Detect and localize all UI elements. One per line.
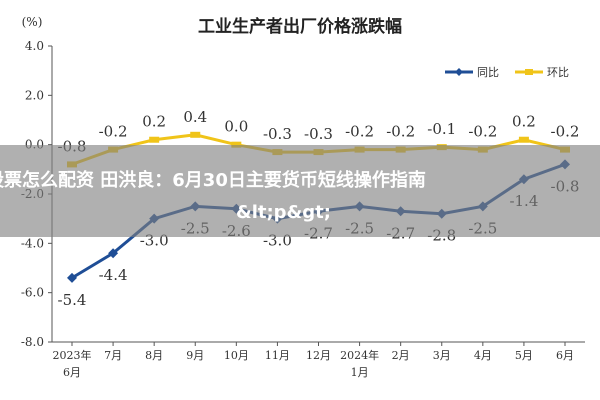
- overlay-snippet: &lt;p&gt;: [236, 202, 331, 223]
- data-point: [190, 131, 201, 138]
- x-tick-label: 8月: [145, 349, 163, 362]
- x-tick-label: 6月: [556, 349, 574, 362]
- data-label: 0.2: [512, 113, 536, 131]
- x-tick-label: 2024年: [340, 348, 379, 362]
- x-tick-label: 2月: [392, 349, 410, 362]
- x-tick-label: 10月: [224, 349, 249, 362]
- chart-title: 工业生产者出厂价格涨跌幅: [198, 16, 402, 37]
- x-tick-label: 12月: [306, 349, 331, 362]
- data-label: 0.0: [224, 118, 248, 136]
- y-tick-label: 4.0: [25, 39, 44, 53]
- data-label: -0.3: [263, 125, 292, 143]
- data-label: -0.2: [386, 123, 415, 141]
- x-tick-label: 9月: [186, 349, 204, 362]
- legend: 同比 环比: [445, 66, 569, 79]
- data-label: -0.1: [427, 120, 456, 138]
- data-point: [67, 272, 77, 283]
- data-point: [149, 136, 160, 143]
- x-tick-label: 11月: [265, 349, 290, 362]
- data-label: 0.2: [142, 113, 166, 131]
- article-overlay-banner: [0, 145, 600, 237]
- legend-marker: [525, 69, 533, 75]
- legend-label: 环比: [547, 66, 569, 79]
- overlay-text[interactable]: 股票怎么配资 田洪良：6月30日主要货币短线操作指南 &lt;p&gt;: [0, 166, 600, 223]
- legend-marker: [455, 68, 463, 76]
- y-tick-label: -6.0: [21, 286, 44, 300]
- data-point: [108, 248, 119, 259]
- data-label: -0.2: [551, 123, 580, 141]
- legend-label: 同比: [477, 66, 499, 79]
- x-tick-label: 5月: [515, 349, 533, 362]
- data-label: -0.2: [345, 123, 374, 141]
- x-tick-label: 6月: [63, 366, 81, 379]
- data-label: -5.4: [58, 291, 87, 309]
- x-tick-label: 4月: [474, 349, 492, 362]
- data-label: -0.2: [99, 123, 128, 141]
- y-axis-unit: (%): [22, 15, 43, 29]
- data-point: [518, 136, 529, 143]
- data-label: -4.4: [99, 266, 128, 284]
- overlay-headline[interactable]: 股票怎么配资 田洪良：6月30日主要货币短线操作指南: [0, 170, 426, 191]
- data-label: 0.4: [183, 108, 207, 126]
- data-point: [231, 141, 242, 148]
- x-tick-label: 1月: [351, 366, 369, 379]
- data-label: -0.3: [304, 125, 333, 143]
- y-tick-label: 2.0: [25, 88, 44, 102]
- x-tick-label: 3月: [433, 349, 451, 362]
- y-tick-label: -8.0: [21, 335, 44, 349]
- y-tick-label: -4.0: [21, 236, 44, 250]
- x-tick-label: 2023年: [53, 348, 92, 362]
- data-label: -0.2: [468, 123, 497, 141]
- axes: 4.02.00.0-2.0-4.0-6.0-8.02023年6月7月8月9月10…: [21, 39, 585, 379]
- x-tick-label: 7月: [104, 349, 122, 362]
